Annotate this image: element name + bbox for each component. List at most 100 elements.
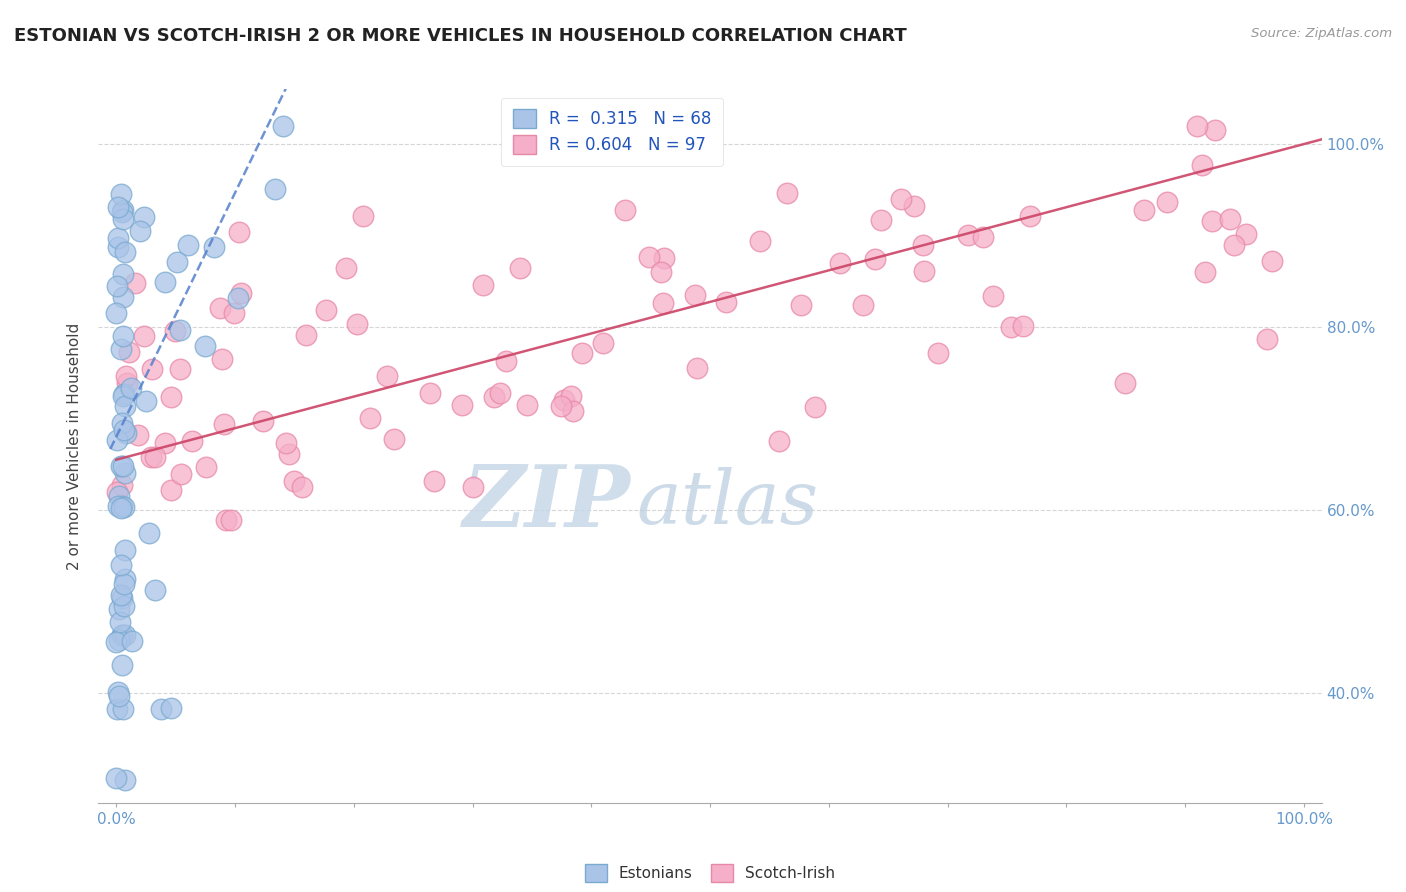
Point [1132,203,1154,218]
Point [195,459,218,474]
Point [889,192,911,206]
Point [560,389,582,403]
Point [927,346,949,360]
Point [423,475,446,489]
Point [869,213,891,227]
Point [912,238,935,252]
Point [138,525,160,540]
Point [114,244,136,259]
Point [1185,119,1208,133]
Point [153,276,176,290]
Point [346,318,368,332]
Point [1201,214,1223,228]
Point [652,251,675,265]
Point [141,361,163,376]
Point [315,303,337,318]
Point [768,434,790,448]
Point [1191,158,1213,172]
Point [107,200,129,214]
Point [112,202,135,217]
Point [107,231,129,245]
Point [972,230,994,244]
Point [714,295,737,310]
Point [110,342,132,356]
Point [252,414,274,428]
Point [451,398,474,412]
Point [228,225,250,239]
Point [592,336,614,351]
Point [150,701,173,715]
Point [105,434,128,448]
Point [124,277,146,291]
Point [215,513,238,527]
Point [1234,227,1257,242]
Point [1156,195,1178,210]
Point [105,634,128,648]
Point [108,632,131,647]
Text: Source: ZipAtlas.com: Source: ZipAtlas.com [1251,27,1392,40]
Point [118,345,141,359]
Point [613,202,636,217]
Point [211,351,233,366]
Point [278,447,301,461]
Point [790,298,813,312]
Point [562,404,585,418]
Point [107,240,129,254]
Point [105,485,128,500]
Point [110,558,132,573]
Point [1219,212,1241,227]
Point [129,224,152,238]
Point [263,181,285,195]
Text: ESTONIAN VS SCOTCH-IRISH 2 OR MORE VEHICLES IN HOUSEHOLD CORRELATION CHART: ESTONIAN VS SCOTCH-IRISH 2 OR MORE VEHIC… [14,27,907,45]
Point [127,428,149,442]
Point [114,773,136,788]
Point [108,602,131,616]
Point [121,634,143,648]
Point [495,353,517,368]
Point [553,393,575,408]
Point [110,501,132,516]
Point [903,199,925,213]
Y-axis label: 2 or more Vehicles in Household: 2 or more Vehicles in Household [67,322,83,570]
Point [748,234,770,248]
Point [108,489,131,503]
Point [165,324,187,338]
Point [115,376,138,391]
Point [143,583,166,598]
Point [112,387,135,401]
Point [110,615,132,629]
Point [159,701,181,715]
Point [359,411,381,425]
Point [194,339,217,353]
Point [134,329,156,343]
Point [112,389,135,403]
Point [111,478,134,492]
Legend: Estonians, Scotch-Irish: Estonians, Scotch-Irish [579,858,841,888]
Point [105,702,128,716]
Point [828,256,851,270]
Point [112,267,135,281]
Point [686,360,709,375]
Point [112,459,135,474]
Point [111,628,134,642]
Point [231,285,253,300]
Point [111,499,134,513]
Point [852,298,875,312]
Point [112,423,135,437]
Point [169,323,191,337]
Point [776,186,799,201]
Point [110,588,132,602]
Point [111,212,134,227]
Point [804,401,827,415]
Point [111,205,134,219]
Point [1204,123,1226,137]
Point [419,386,441,401]
Point [202,240,225,254]
Point [375,368,398,383]
Point [111,591,134,606]
Point [114,466,136,480]
Point [516,399,538,413]
Point [114,399,136,413]
Point [863,252,886,267]
Point [214,417,236,432]
